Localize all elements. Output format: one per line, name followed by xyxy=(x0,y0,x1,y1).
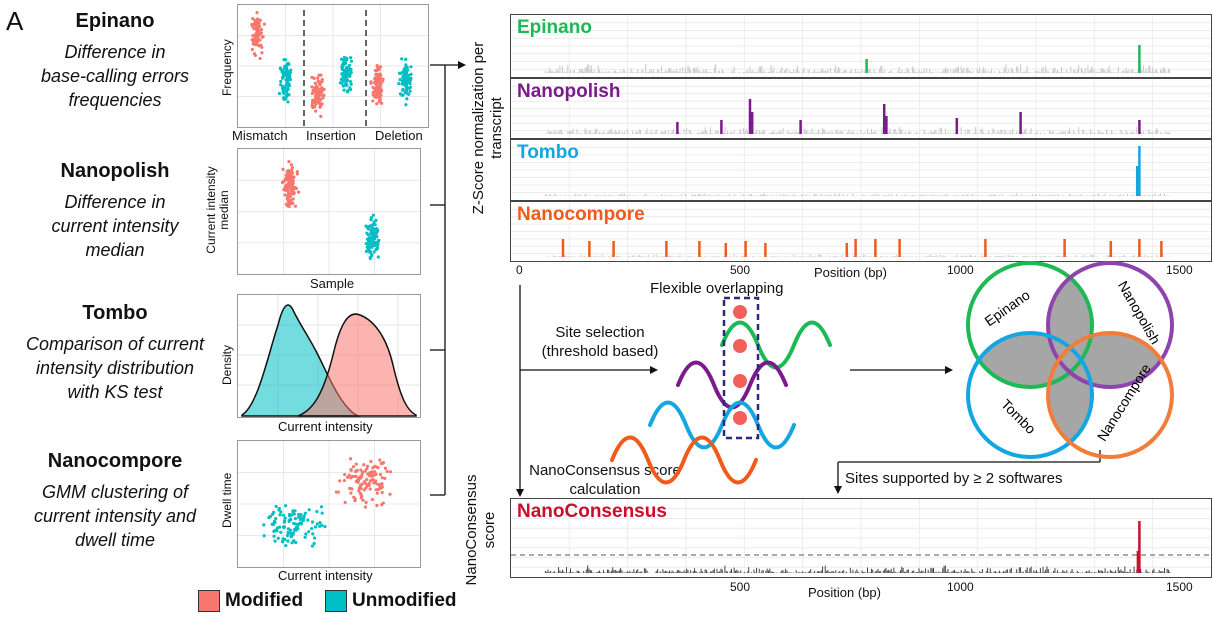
nanopolish-points xyxy=(238,149,420,274)
epinano-jitter-plot xyxy=(237,4,429,128)
track-xlabel: Position (bp) xyxy=(814,265,887,280)
track-title-nanopolish: Nanopolish xyxy=(517,81,621,102)
tracks-ylabel: Z-Score normalization per transcript xyxy=(470,18,506,238)
track-nanopolish-bars xyxy=(511,79,1211,138)
track-xtick: 500 xyxy=(730,263,751,277)
venn-label-nanocompore: Nanocompore xyxy=(1094,361,1154,444)
site-selection-label: Site selection (threshold based) xyxy=(530,323,670,361)
consensus-xtick: 500 xyxy=(730,580,751,594)
label-line: Site selection xyxy=(555,324,645,341)
label-line: calculation xyxy=(569,481,641,498)
consensus-xlabel: Position (bp) xyxy=(808,585,881,600)
desc-line: Difference in xyxy=(64,42,166,62)
desc-line: Comparison of current xyxy=(25,334,205,354)
score-calculation-label: NanoConsensus score calculation xyxy=(520,461,690,499)
tombo-density-plot xyxy=(237,294,421,418)
nanopolish-xlabel: Sample xyxy=(310,276,355,291)
tool-desc: GMM clustering of current intensity and … xyxy=(0,480,230,552)
ylabel-line: Z-Score normalization per xyxy=(470,41,487,215)
track-nanopolish: Nanopolish xyxy=(510,78,1212,139)
nanocompore-xlabel: Current intensity xyxy=(278,568,373,583)
ylabel-line: score xyxy=(481,511,498,549)
track-tombo: Tombo xyxy=(510,139,1212,201)
ylabel-line: NanoConsensus xyxy=(463,474,480,586)
tombo-ylabel: Density xyxy=(220,344,234,385)
nanocompore-points xyxy=(238,441,420,567)
label-line: (threshold based) xyxy=(541,343,659,360)
nanocompore-ylabel: Dwell time xyxy=(220,472,234,528)
track-title-nanocompore: Nanocompore xyxy=(517,204,645,225)
track-nanocompore-bars xyxy=(511,202,1211,261)
desc-line: Difference in xyxy=(64,192,166,212)
tool-title: Epinano xyxy=(75,10,155,32)
panel-letter: A xyxy=(6,6,24,36)
tool-title: Tombo xyxy=(82,302,148,324)
tool-title: Nanopolish xyxy=(60,160,170,182)
epinano-xlabel-mismatch: Mismatch xyxy=(232,128,288,143)
epinano-points xyxy=(238,5,428,127)
desc-line: with KS test xyxy=(67,382,163,402)
track-epinano: Epinano xyxy=(510,14,1212,78)
track-nanocompore: Nanocompore xyxy=(510,201,1212,262)
desc-line: median xyxy=(85,240,145,260)
track-title-tombo: Tombo xyxy=(517,142,579,163)
track-title-epinano: Epinano xyxy=(517,17,592,38)
consensus-xtick: 1000 xyxy=(947,580,974,594)
consensus-title: NanoConsensus xyxy=(517,501,667,522)
epinano-ylabel: Frequency xyxy=(220,39,234,96)
label-line: NanoConsensus score xyxy=(529,462,681,479)
tool-desc: Difference in current intensity median xyxy=(0,190,230,262)
legend-modified-swatch xyxy=(198,590,220,612)
consensus-bars xyxy=(511,499,1211,577)
consensus-track: NanoConsensus xyxy=(510,498,1212,578)
track-xtick: 1500 xyxy=(1166,263,1193,277)
desc-line: intensity distribution xyxy=(35,358,195,378)
tool-desc: Difference in base-calling errors freque… xyxy=(0,40,230,112)
desc-line: current intensity and xyxy=(33,506,197,526)
ylabel-line: transcript xyxy=(488,97,505,159)
venn-circle-nanopolish xyxy=(1046,261,1174,389)
nanocompore-scatter-plot xyxy=(237,440,421,568)
venn-label-epinano: Epinano xyxy=(981,286,1032,329)
desc-line: current intensity xyxy=(51,216,179,236)
epinano-xlabel-deletion: Deletion xyxy=(375,128,423,143)
consensus-ylabel: NanoConsensus score xyxy=(463,465,499,595)
legend-modified-label: Modified xyxy=(225,590,304,611)
track-xtick: 1000 xyxy=(947,263,974,277)
venn-label-nanopolish: Nanopolish xyxy=(1115,278,1164,347)
epinano-xlabel-insertion: Insertion xyxy=(306,128,356,143)
desc-line: dwell time xyxy=(74,530,156,550)
track-tombo-bars xyxy=(511,140,1211,200)
track-xtick: 0 xyxy=(516,263,523,277)
legend-unmodified-swatch xyxy=(325,590,347,612)
tool-desc: Comparison of current intensity distribu… xyxy=(0,332,230,404)
consensus-xtick: 1500 xyxy=(1166,580,1193,594)
venn-circle-nanocompore xyxy=(1046,331,1174,459)
tombo-density-curves xyxy=(238,295,420,417)
desc-line: frequencies xyxy=(68,90,162,110)
track-epinano-bars xyxy=(511,15,1211,77)
legend-unmodified-label: Unmodified xyxy=(352,590,457,611)
tool-title: Nanocompore xyxy=(47,450,183,472)
tombo-xlabel: Current intensity xyxy=(278,419,373,434)
desc-line: base-calling errors xyxy=(40,66,190,86)
desc-line: GMM clustering of xyxy=(41,482,189,502)
venn-circle-epinano xyxy=(966,261,1094,389)
nanopolish-jitter-plot xyxy=(237,148,421,275)
flexible-overlapping-label: Flexible overlapping xyxy=(650,280,784,297)
venn-label-tombo: Tombo xyxy=(998,396,1039,437)
nanopolish-ylabel: Current intensity median xyxy=(204,166,231,254)
sites-supported-label: Sites supported by ≥ 2 softwares xyxy=(845,470,1063,487)
venn-circle-tombo xyxy=(966,331,1094,459)
